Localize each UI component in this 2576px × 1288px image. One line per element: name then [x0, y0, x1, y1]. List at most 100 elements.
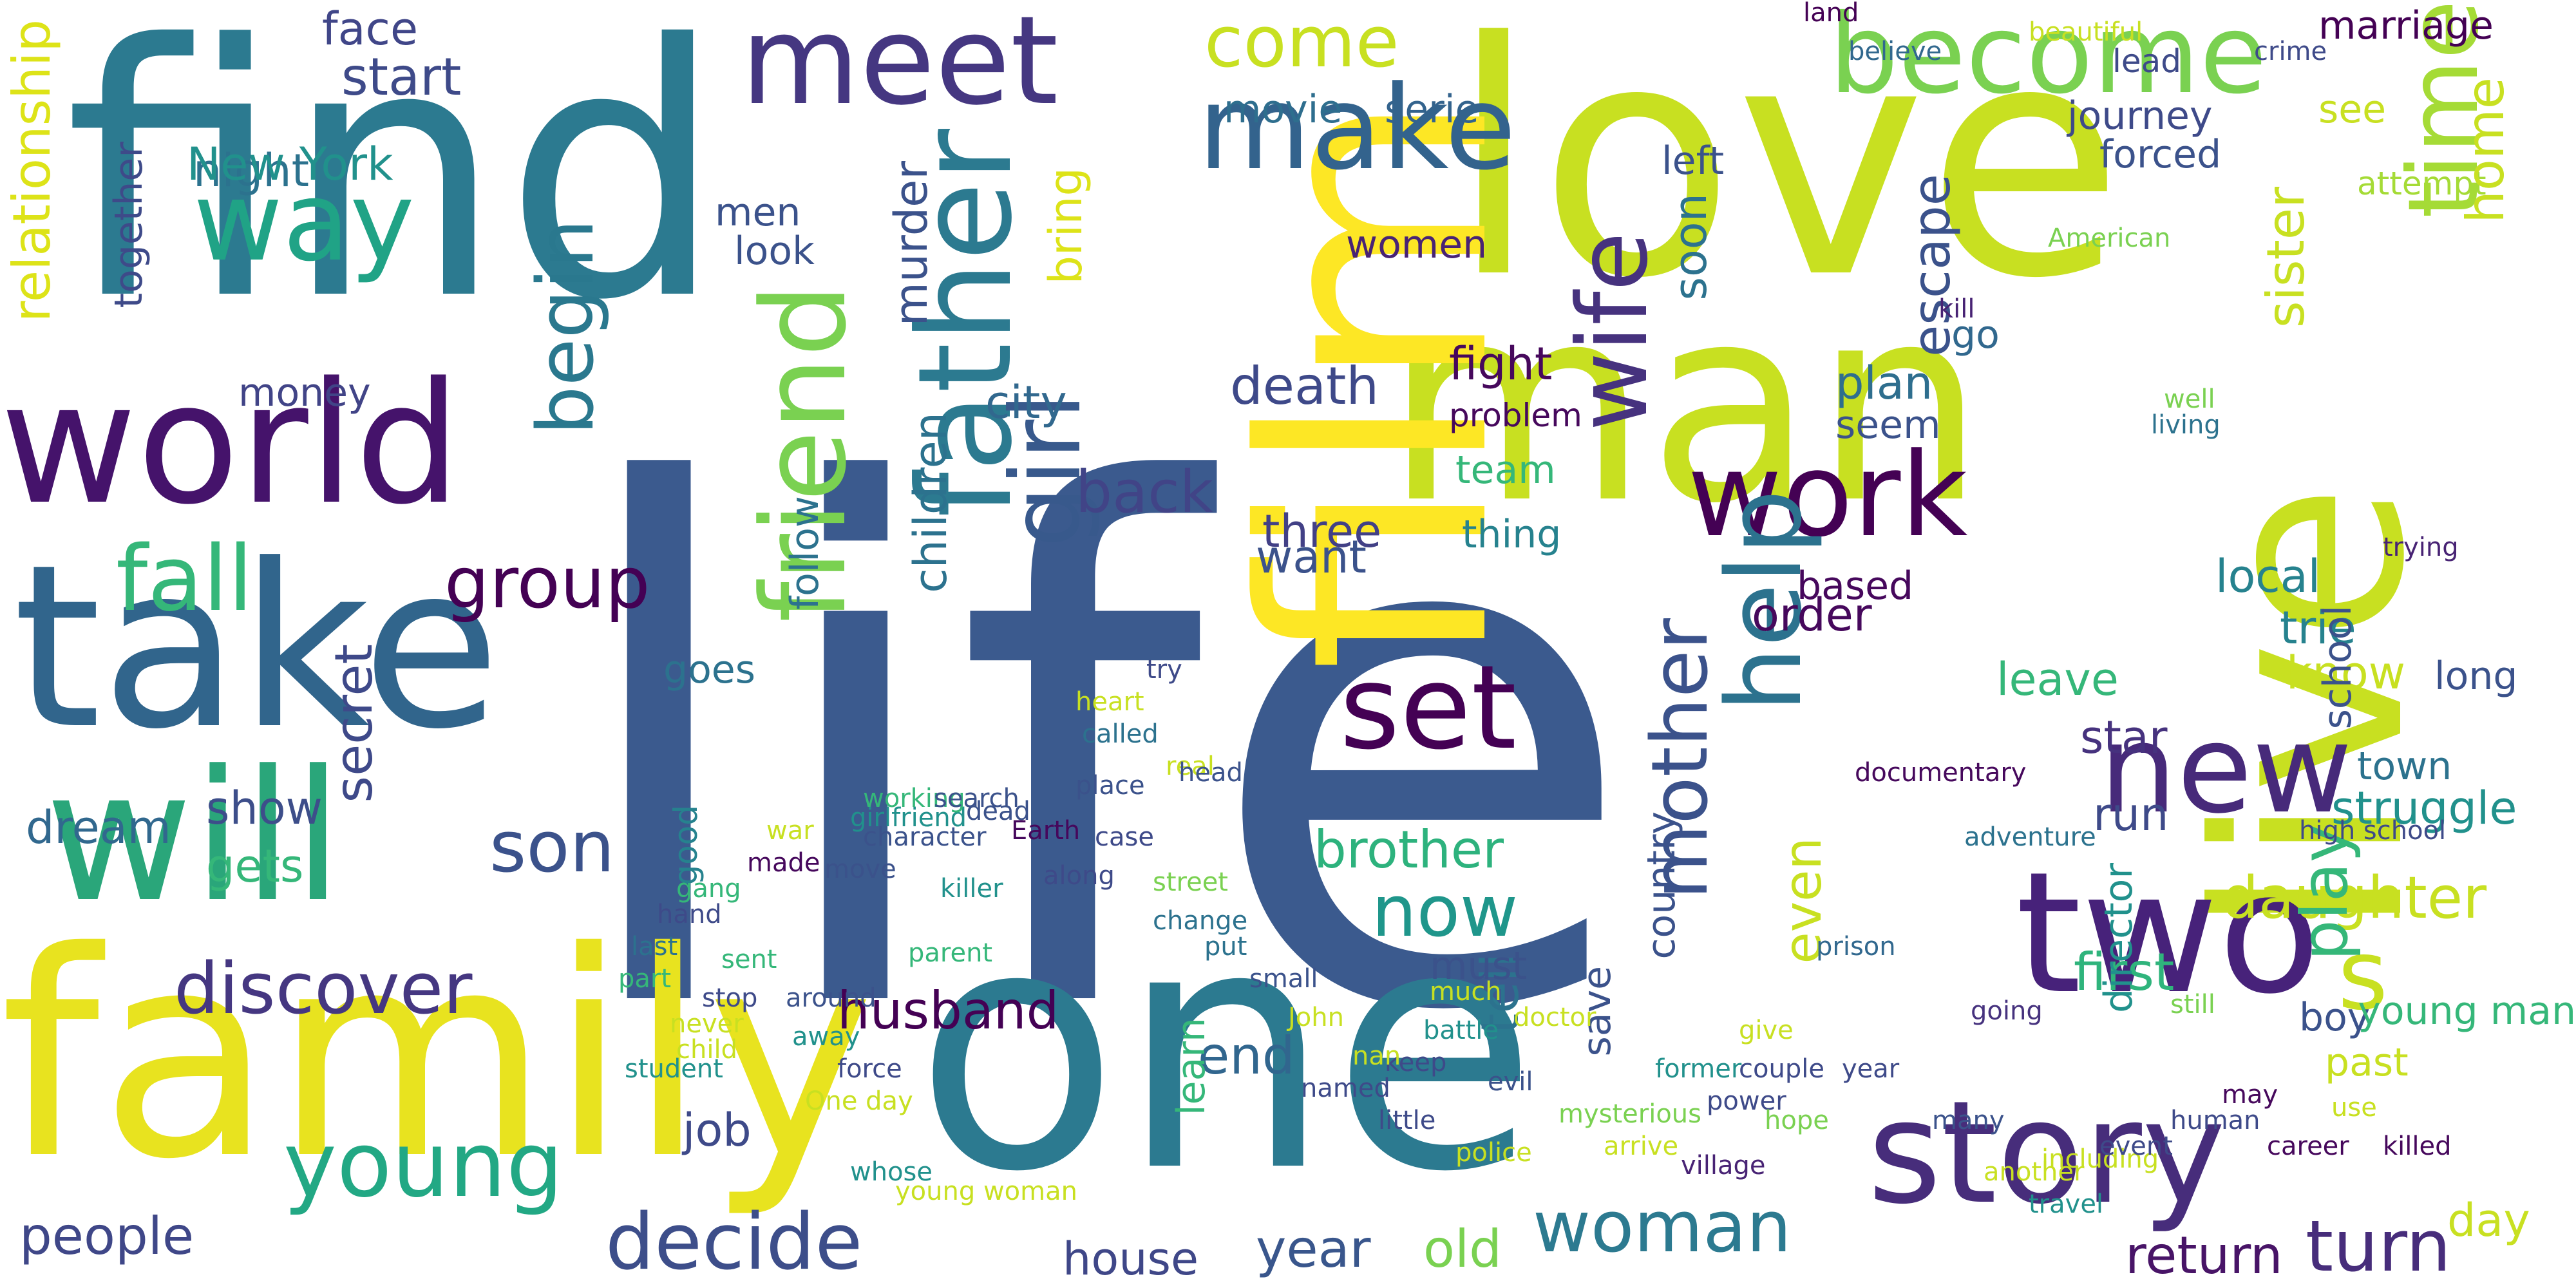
word-john: John	[1288, 1003, 1344, 1032]
word-men: men	[715, 190, 801, 235]
word-look: look	[734, 229, 815, 274]
word-around: around	[786, 983, 876, 1013]
word-world: world	[0, 347, 461, 542]
word-year: year	[1842, 1054, 1900, 1084]
word-left: left	[1662, 138, 1725, 184]
word-turn: turn	[2306, 1205, 2451, 1287]
word-house: house	[1063, 1233, 1199, 1285]
word-child: child	[676, 1035, 737, 1065]
word-war: war	[766, 816, 814, 846]
word-doctor: doctor	[1513, 1003, 1596, 1032]
word-find: find	[64, 0, 725, 376]
word-heart: heart	[1075, 687, 1144, 717]
word-believe: believe	[1848, 37, 1942, 66]
word-long: long	[2434, 654, 2518, 699]
word-beautiful: beautiful	[2029, 17, 2143, 47]
word-real: real	[1166, 752, 1215, 781]
word-two: two	[2016, 837, 2321, 1031]
word-family: family	[0, 891, 875, 1221]
word-gang: gang	[676, 874, 741, 904]
word-three: three	[1262, 505, 1382, 558]
word-event: event	[2099, 1132, 2173, 1161]
word-may: may	[2222, 1080, 2278, 1110]
word-whose: whose	[850, 1157, 933, 1187]
word-death: death	[1230, 356, 1379, 416]
word-bring: bring	[1039, 167, 1092, 285]
word-forced: forced	[2099, 132, 2222, 177]
word-good: good	[667, 805, 705, 886]
word-job: job	[683, 1104, 752, 1157]
word-nan: nan	[1352, 1041, 1401, 1071]
word-search: search	[934, 784, 1019, 813]
word-want: want	[1256, 531, 1367, 583]
word-power: power	[1707, 1086, 1786, 1116]
word-move: move	[824, 855, 896, 884]
word-face: face	[322, 3, 419, 55]
word-star: star	[2080, 711, 2168, 764]
word-money: money	[238, 370, 371, 415]
word-set: set	[1340, 641, 1517, 775]
word-killed: killed	[2383, 1132, 2452, 1161]
word-first: first	[2074, 942, 2175, 1002]
word-one-day: One day	[805, 1086, 913, 1116]
word-much: much	[1430, 977, 1502, 1007]
word-many: many	[1932, 1106, 2005, 1135]
word-including: including	[2041, 1144, 2159, 1174]
word-small: small	[1249, 964, 1318, 994]
word-murder: murder	[885, 161, 938, 327]
word-prison: prison	[1816, 932, 1896, 961]
word-start: start	[341, 47, 462, 107]
word-keep: keep	[1385, 1048, 1447, 1077]
word-street: street	[1153, 867, 1228, 897]
word-away: away	[792, 1022, 860, 1052]
word-son: son	[489, 806, 615, 888]
word-mysterious: mysterious	[1558, 1099, 1701, 1129]
word-brother: brother	[1314, 820, 1504, 880]
word-become: become	[1829, 0, 2268, 118]
word-dead: dead	[966, 797, 1030, 826]
word-see: see	[2318, 87, 2387, 132]
word-country: country	[1639, 811, 1684, 960]
word-working: working	[863, 784, 965, 813]
word-order: order	[1752, 589, 1872, 641]
word-arrive: arrive	[1604, 1132, 1679, 1161]
word-past: past	[2325, 1040, 2409, 1085]
word-take: take	[13, 516, 501, 779]
word-daughter: daughter	[2222, 864, 2487, 932]
word-stop: stop	[702, 983, 758, 1013]
word-trie: trie	[2280, 601, 2356, 654]
word-little: little	[1378, 1106, 1436, 1135]
word-struggle: struggle	[2331, 782, 2517, 835]
word-now: now	[1372, 870, 1518, 952]
word-movie: movie	[1224, 87, 1343, 132]
word-crime: crime	[2254, 37, 2327, 66]
word-woman: woman	[1533, 1186, 1792, 1268]
word-parent: parent	[908, 938, 993, 968]
word-documentary: documentary	[1855, 758, 2027, 788]
word-journey: journey	[2067, 93, 2213, 138]
word-lead: lead	[2112, 43, 2182, 80]
word-hand: hand	[657, 900, 722, 929]
word-leave: leave	[1996, 653, 2119, 706]
word-head: head	[1179, 758, 1243, 788]
word-going: going	[1971, 996, 2043, 1026]
word-evil: evil	[1488, 1067, 1533, 1097]
word-try: try	[1146, 655, 1182, 685]
word-group: group	[444, 542, 650, 624]
word-still: still	[2170, 990, 2215, 1019]
word-decide: decide	[605, 1198, 863, 1287]
word-man: man	[1385, 248, 1985, 563]
word-know: know	[2286, 647, 2405, 699]
word-student: student	[625, 1054, 723, 1084]
word-learn: learn	[1169, 1018, 1214, 1115]
word-boy: boy	[2299, 995, 2371, 1040]
word-husband: husband	[837, 981, 1059, 1041]
word-character: character	[863, 822, 987, 852]
word-women: women	[1346, 222, 1488, 267]
word-local: local	[2215, 550, 2321, 603]
word-trying: trying	[2383, 533, 2459, 562]
word-former: former	[1655, 1054, 1742, 1084]
word-night: night	[193, 144, 310, 197]
word-hope: hope	[1765, 1106, 1829, 1135]
